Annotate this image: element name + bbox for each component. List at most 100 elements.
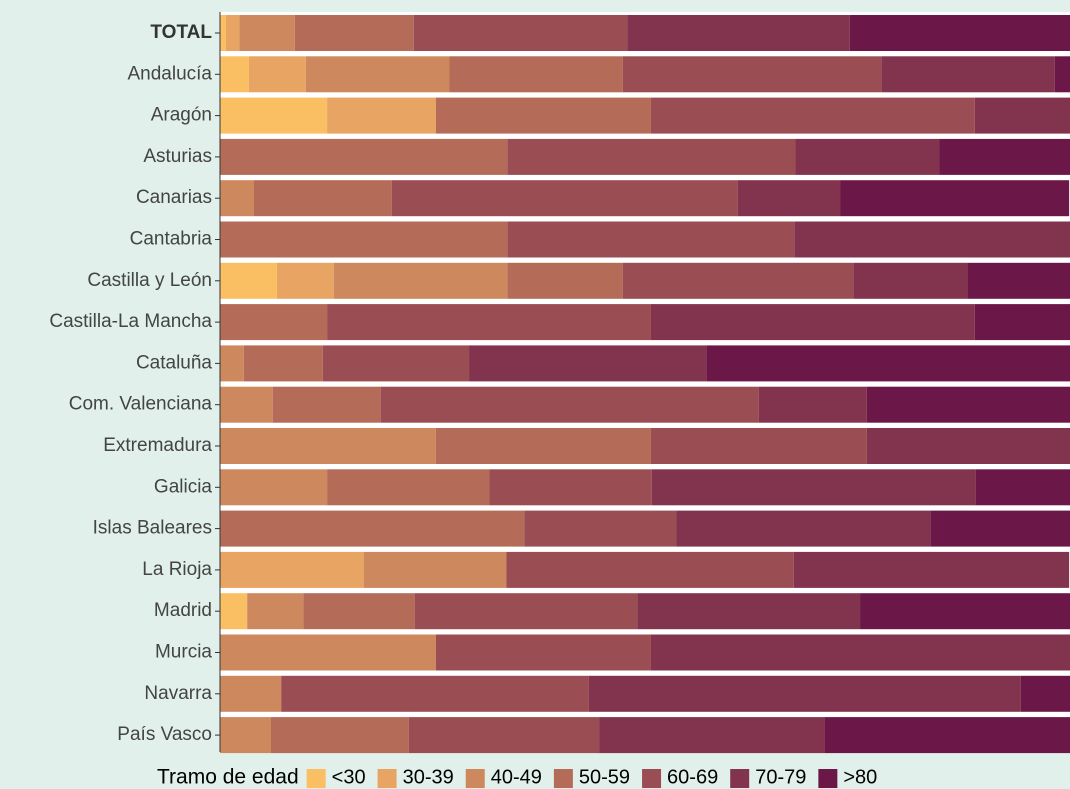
bar-segment — [333, 262, 508, 299]
y-tick-label: Castilla y León — [87, 270, 212, 291]
bar-segment — [974, 304, 1070, 341]
bar-segment — [1054, 56, 1070, 93]
bar-segment — [650, 634, 1070, 671]
bar-segment — [1020, 675, 1070, 712]
bar-segment — [220, 56, 249, 93]
bar-segment — [220, 593, 248, 630]
legend-swatch — [306, 769, 326, 788]
bar-segment — [272, 386, 381, 423]
legend-swatch — [553, 769, 573, 788]
bar-segment — [824, 717, 1070, 754]
legend-swatch — [730, 769, 750, 788]
bar-segment — [220, 469, 328, 506]
bar-segment — [637, 593, 861, 630]
bar-segment — [220, 386, 273, 423]
bar-segment — [489, 469, 652, 506]
bar-segment — [860, 593, 1070, 630]
bar-segment — [220, 675, 282, 712]
y-tick-label: Galicia — [154, 476, 213, 497]
legend-title: Tramo de edad — [157, 766, 299, 789]
bar-segment — [220, 15, 226, 51]
bar-segment — [435, 634, 651, 671]
legend-label: 40-49 — [491, 766, 542, 788]
bar-segment — [651, 469, 976, 506]
y-tick-label: Andalucía — [127, 63, 212, 84]
bar-segment — [220, 180, 254, 217]
y-tick-label: Islas Baleares — [93, 518, 212, 539]
bar-segment — [220, 717, 271, 754]
bar-segment — [305, 56, 450, 93]
legend-label: 60-69 — [667, 766, 718, 788]
bar-segment — [469, 345, 707, 382]
y-tick-label: Madrid — [154, 600, 212, 621]
bar-segment — [220, 304, 328, 341]
bar-segment — [363, 551, 507, 588]
y-tick-label: Castilla-La Mancha — [49, 311, 212, 332]
y-tick-label: Cataluña — [136, 352, 212, 373]
bar-segment — [449, 56, 623, 93]
legend-label: 50-59 — [579, 766, 630, 788]
bar-segment — [706, 345, 1070, 382]
legend-label: 30-39 — [403, 766, 454, 788]
bar-segment — [220, 221, 508, 258]
bar-segment — [506, 551, 794, 588]
y-tick-label: La Rioja — [142, 559, 212, 580]
bar-segment — [271, 717, 409, 754]
bar-segment — [737, 180, 841, 217]
bar-segment — [220, 97, 328, 134]
bar-segment — [676, 510, 931, 547]
bar-segment — [795, 138, 940, 175]
bar-segment — [758, 386, 867, 423]
bar-segment — [220, 510, 525, 547]
bar-segment — [507, 221, 795, 258]
bar-segment — [281, 675, 589, 712]
bar-segment — [220, 138, 508, 175]
bar-segment — [866, 428, 1070, 464]
bar-segment — [435, 428, 651, 464]
y-tick-label: Com. Valenciana — [69, 394, 213, 415]
bar-segment — [622, 262, 854, 299]
legend-label: 70-79 — [755, 766, 806, 788]
y-tick-label: País Vasco — [117, 724, 212, 745]
bar-segment — [220, 262, 277, 299]
bar-segment — [524, 510, 677, 547]
y-tick-label: Extremadura — [103, 435, 212, 456]
bar-segment — [220, 634, 436, 671]
bar-segment — [380, 386, 759, 423]
legend-swatch — [642, 769, 662, 788]
bar-segment — [391, 180, 738, 217]
bar-segment — [220, 428, 436, 464]
y-tick-label: Asturias — [143, 146, 212, 167]
bar-segment — [939, 138, 1070, 175]
bar-segment — [930, 510, 1070, 547]
bar-segment — [413, 15, 628, 51]
legend-label: >80 — [843, 766, 877, 788]
y-tick-label: Cantabria — [130, 229, 213, 250]
bar-segment — [225, 15, 240, 51]
bar-segment — [435, 97, 651, 134]
legend-swatch — [818, 769, 838, 788]
bar-segment — [327, 469, 490, 506]
bar-segment — [276, 262, 334, 299]
bar-segment — [322, 345, 470, 382]
legend-label: <30 — [332, 766, 366, 788]
bar-segment — [220, 345, 244, 382]
bar-segment — [507, 262, 623, 299]
bar-segment — [650, 428, 867, 464]
legend-swatch — [465, 769, 485, 788]
bar-segment — [622, 56, 882, 93]
bar-segment — [849, 15, 1070, 51]
y-tick-label: Navarra — [144, 683, 212, 704]
bar-segment — [975, 469, 1070, 506]
bar-segment — [239, 15, 295, 51]
bar-segment — [968, 262, 1070, 299]
bar-segment — [840, 180, 1070, 217]
bar-segment — [794, 221, 1070, 258]
bar-segment — [650, 97, 975, 134]
bar-segment — [974, 97, 1070, 134]
bar-segment — [248, 56, 306, 93]
bar-segment — [627, 15, 850, 51]
bar-segment — [303, 593, 415, 630]
bar-segment — [294, 15, 414, 51]
